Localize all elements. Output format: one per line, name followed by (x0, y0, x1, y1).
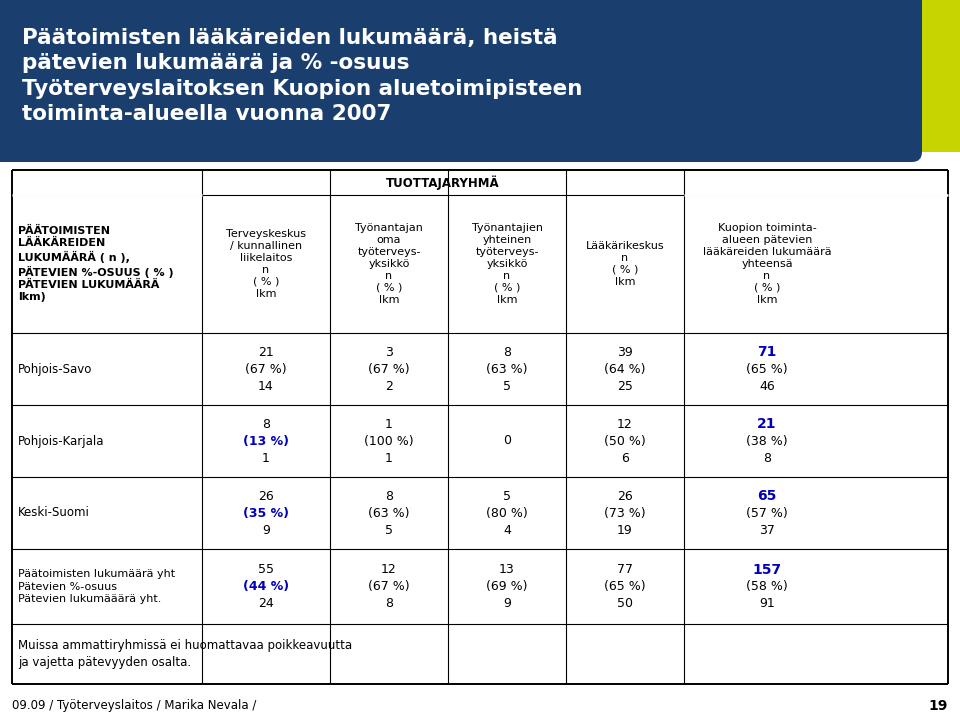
Text: (100 %): (100 %) (364, 435, 414, 448)
Text: 26: 26 (258, 490, 274, 503)
Text: 5: 5 (503, 490, 511, 503)
Text: (65 %): (65 %) (604, 580, 646, 593)
Text: 8: 8 (763, 452, 771, 465)
Text: 3: 3 (385, 346, 393, 359)
Text: 1: 1 (385, 417, 393, 430)
Text: (64 %): (64 %) (604, 362, 646, 375)
Text: 19: 19 (617, 523, 633, 536)
FancyBboxPatch shape (0, 0, 922, 162)
Text: 55: 55 (258, 563, 274, 576)
Text: 24: 24 (258, 597, 274, 610)
Text: (58 %): (58 %) (746, 580, 788, 593)
Text: 09.09 / Työterveyslaitos / Marika Nevala /: 09.09 / Työterveyslaitos / Marika Nevala… (12, 699, 256, 712)
Text: 14: 14 (258, 379, 274, 392)
Text: Pohjois-Savo: Pohjois-Savo (18, 362, 92, 375)
Text: (67 %): (67 %) (245, 362, 287, 375)
Text: 2: 2 (385, 379, 393, 392)
Text: Lääkärikeskus
n
( % )
lkm: Lääkärikeskus n ( % ) lkm (586, 241, 664, 287)
Text: Muissa ammattiryhmissä ei huomattavaa poikkeavuutta
ja vajetta pätevyyden osalta: Muissa ammattiryhmissä ei huomattavaa po… (18, 639, 352, 669)
Text: (44 %): (44 %) (243, 580, 289, 593)
Text: Työnantajien
yhteinen
työterveys-
yksikkö
n
( % )
lkm: Työnantajien yhteinen työterveys- yksikk… (471, 223, 542, 305)
Text: (57 %): (57 %) (746, 506, 788, 520)
Text: 91: 91 (759, 597, 775, 610)
Text: (67 %): (67 %) (369, 580, 410, 593)
Text: 4: 4 (503, 523, 511, 536)
Text: 1: 1 (385, 452, 393, 465)
Text: (50 %): (50 %) (604, 435, 646, 448)
Text: (63 %): (63 %) (369, 506, 410, 520)
Text: 39: 39 (617, 346, 633, 359)
Text: (35 %): (35 %) (243, 506, 289, 520)
Text: 9: 9 (503, 597, 511, 610)
Text: 46: 46 (759, 379, 775, 392)
Text: 13: 13 (499, 563, 515, 576)
Text: Keski-Suomi: Keski-Suomi (18, 506, 90, 520)
Text: (13 %): (13 %) (243, 435, 289, 448)
Text: 6: 6 (621, 452, 629, 465)
Text: 71: 71 (757, 345, 777, 359)
Text: Päätoimisten lääkäreiden lukumäärä, heistä
pätevien lukumäärä ja % -osuus
Työter: Päätoimisten lääkäreiden lukumäärä, heis… (22, 28, 583, 125)
Text: (38 %): (38 %) (746, 435, 788, 448)
Text: Päätoimisten lukumäärä yht
Pätevien %-osuus
Pätevien lukumääärä yht.: Päätoimisten lukumäärä yht Pätevien %-os… (18, 569, 175, 604)
Text: 37: 37 (759, 523, 775, 536)
Text: 12: 12 (617, 417, 633, 430)
Text: Terveyskeskus
/ kunnallinen
liikelaitos
n
( % )
lkm: Terveyskeskus / kunnallinen liikelaitos … (226, 229, 306, 299)
Text: 77: 77 (617, 563, 633, 576)
Text: (67 %): (67 %) (369, 362, 410, 375)
Text: 5: 5 (385, 523, 393, 536)
Text: Pohjois-Karjala: Pohjois-Karjala (18, 435, 105, 448)
Text: 25: 25 (617, 379, 633, 392)
Text: (69 %): (69 %) (487, 580, 528, 593)
Text: 19: 19 (928, 699, 948, 713)
Text: 65: 65 (757, 489, 777, 503)
Text: 1: 1 (262, 452, 270, 465)
Text: TUOTTAJARYHMÄ: TUOTTAJARYHMÄ (386, 175, 500, 190)
Text: 5: 5 (503, 379, 511, 392)
Text: 0: 0 (503, 435, 511, 448)
Text: 9: 9 (262, 523, 270, 536)
Text: Kuopion toiminta-
alueen pätevien
lääkäreiden lukumäärä
yhteensä
n
( % )
lkm: Kuopion toiminta- alueen pätevien lääkär… (703, 223, 831, 305)
Text: Työnantajan
oma
työterveys-
yksikkö
n
( % )
lkm: Työnantajan oma työterveys- yksikkö n ( … (355, 223, 423, 305)
Text: PÄÄTOIMISTEN
LÄÄKÄREIDEN
LUKUMÄÄRÄ ( n ),
PÄTEVIEN %-OSUUS ( % )
PÄTEVIEN LUKUMÄ: PÄÄTOIMISTEN LÄÄKÄREIDEN LUKUMÄÄRÄ ( n )… (18, 226, 174, 301)
Bar (902, 0, 960, 152)
Text: (65 %): (65 %) (746, 362, 788, 375)
Text: 8: 8 (503, 346, 511, 359)
Text: (80 %): (80 %) (486, 506, 528, 520)
Text: 8: 8 (262, 417, 270, 430)
Text: 8: 8 (385, 490, 393, 503)
Text: 8: 8 (385, 597, 393, 610)
Text: (73 %): (73 %) (604, 506, 646, 520)
Text: (63 %): (63 %) (487, 362, 528, 375)
Text: 26: 26 (617, 490, 633, 503)
Text: 50: 50 (617, 597, 633, 610)
Text: 21: 21 (258, 346, 274, 359)
Text: 12: 12 (381, 563, 396, 576)
Text: 157: 157 (753, 563, 781, 576)
Text: 21: 21 (757, 417, 777, 431)
